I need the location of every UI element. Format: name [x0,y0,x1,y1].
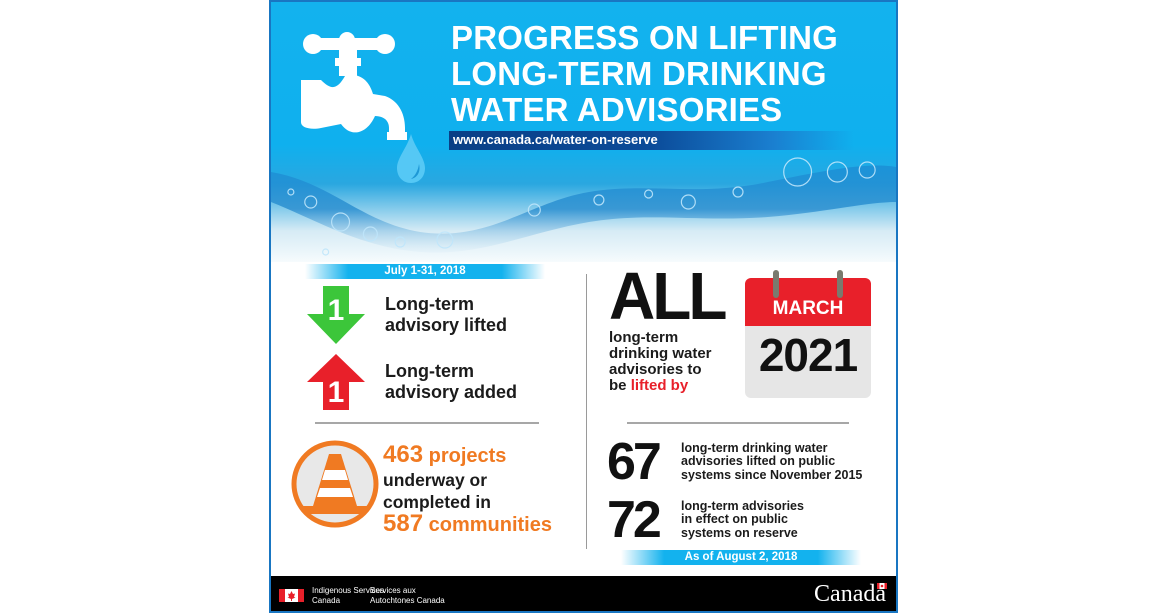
calendar-ring-left [773,270,779,298]
advisory-lifted-row: 1 Long-term advisory lifted [307,286,507,344]
lifted-line-1: Long-term [385,294,474,314]
advisory-added-text: Long-term advisory added [385,361,517,403]
stat-line: systems on reserve [681,525,798,540]
page-title: PROGRESS ON LIFTING LONG-TERM DRINKING W… [451,20,881,128]
canada-flag-icon [279,589,304,602]
stat-lifted-since-2015: 67 long-term drinking water advisories l… [607,433,863,491]
goal-description: long-term drinking water advisories to b… [609,330,712,394]
calendar-icon: MARCH 2021 [745,270,871,398]
lifted-line-2: advisory lifted [385,315,508,335]
dept-fr-line-2: Autochtones Canada [370,595,445,605]
projects-count: 463 [383,441,424,468]
canada-wordmark: Canada [814,581,887,608]
stat-line: advisories lifted on public [681,454,836,469]
stat-description: long-term drinking water advisories lift… [681,440,863,483]
stat-in-effect: 72 long-term advisories in effect on pub… [607,491,804,549]
stat-description: long-term advisories in effect on public… [681,498,804,541]
title-line-1: PROGRESS ON LIFTING [451,19,838,56]
calendar-year: 2021 [758,329,858,381]
water-tap-icon [301,32,407,140]
advisory-added-row: 1 Long-term advisory added [307,354,517,410]
dept-fr-line-1: Services aux [370,586,416,595]
calendar-header [745,278,871,326]
dept-en-line-2: Canada [312,595,341,605]
url-banner: www.canada.ca/water-on-reserve [449,131,854,150]
projects-summary: 463 projects underway or completed in 58… [383,441,552,538]
divider-left [315,422,539,424]
water-wave-graphic [271,157,896,256]
goal-line-4-prefix: be [609,377,631,394]
stat-number: 67 [607,433,662,491]
calendar-month: MARCH [772,298,844,319]
department-name-french: Services aux Autochtones Canada [370,586,445,605]
as-of-date-label: As of August 2, 2018 [621,550,861,565]
title-line-2: LONG-TERM DRINKING [451,55,827,92]
stat-number: 72 [607,491,662,549]
up-arrow-red-icon: 1 [307,354,365,410]
added-line-1: Long-term [385,361,474,381]
dept-en-line-1: Indigenous Services [312,586,385,595]
wordmark-flag-icon [877,583,887,589]
communities-label: communities [423,514,552,536]
stat-line: in effect on public [681,512,788,527]
calendar-ring-right [837,270,843,298]
added-line-2: advisory added [385,382,518,402]
hero-banner: PROGRESS ON LIFTING LONG-TERM DRINKING W… [271,2,896,262]
footer: Indigenous Services Canada Services aux … [271,576,896,611]
column-divider [586,274,587,549]
divider-right [627,422,849,424]
title-line-3: WATER ADVISORIES [451,91,783,128]
projects-line-2: underway or [383,470,488,490]
website-link[interactable]: www.canada.ca/water-on-reserve [453,132,658,147]
goal-line-2: drinking water [609,345,712,362]
down-arrow-green-icon: 1 [307,286,365,344]
advisory-lifted-text: Long-term advisory lifted [385,294,507,336]
goal-headline: ALL [609,258,727,334]
department-name-english: Indigenous Services Canada [312,586,384,605]
stat-line: long-term advisories [681,498,804,513]
svg-text:1: 1 [328,294,345,327]
stat-line: systems since November 2015 [681,467,863,482]
goal-line-3: advisories to [609,361,702,378]
stat-line: long-term drinking water [681,440,828,455]
infographic: PROGRESS ON LIFTING LONG-TERM DRINKING W… [269,0,898,613]
goal-line-4-highlight: lifted by [630,377,689,394]
period-label: July 1-31, 2018 [305,264,545,279]
traffic-cone-icon [291,440,379,528]
calendar-body [745,326,871,398]
projects-line-3: completed in [383,492,491,512]
communities-count: 587 [383,510,424,537]
svg-text:1: 1 [328,376,345,409]
goal-line-1: long-term [609,329,679,346]
projects-label: projects [423,445,507,467]
water-drop-icon [397,134,425,183]
wordmark-text: Canada [814,581,886,607]
